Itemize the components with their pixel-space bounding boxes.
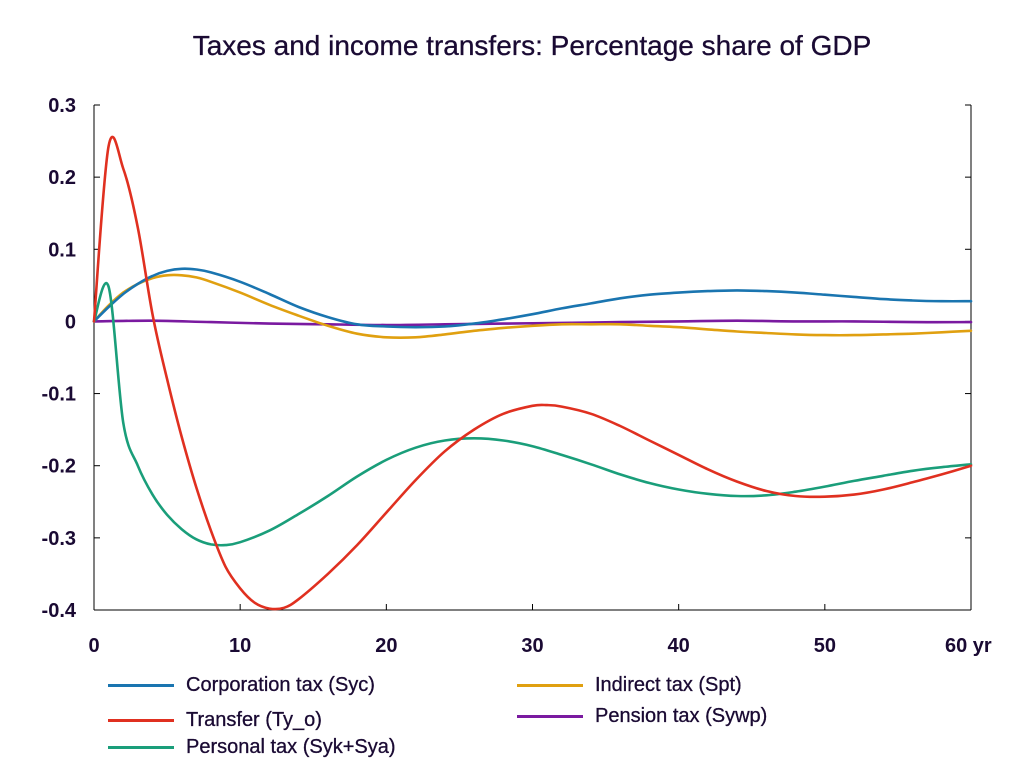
- legend-label: Corporation tax (Syc): [186, 673, 375, 696]
- series-line-corporation-tax-syc: [92, 267, 973, 329]
- y-tick-label: -0.2: [42, 456, 76, 478]
- x-tick-label: 40: [668, 635, 690, 657]
- legend-swatch: [517, 683, 583, 687]
- legend-item-personal-tax: Personal tax (Syk+Sya): [108, 735, 396, 759]
- x-tick-label: 50: [814, 635, 836, 657]
- legend-label: Pension tax (Sywp): [595, 704, 768, 727]
- y-tick-label: 0: [65, 311, 76, 333]
- legend-label: Personal tax (Syk+Sya): [186, 735, 396, 758]
- chart-title: Taxes and income transfers: Percentage s…: [192, 30, 872, 61]
- legend-label: Indirect tax (Spt): [595, 673, 742, 696]
- legend-swatch: [108, 718, 174, 722]
- legend-label: Transfer (Ty_o): [186, 708, 322, 731]
- series-line-personal-tax-syk-sya: [92, 282, 973, 547]
- legend-item-pension-tax: Pension tax (Sywp): [517, 704, 767, 728]
- y-tick-label: -0.3: [42, 528, 76, 550]
- series-line-pension-tax-sywp: [92, 319, 973, 327]
- legend-swatch: [517, 714, 583, 718]
- x-tick-label: 30: [521, 635, 543, 657]
- x-tick-label: 60 yr: [945, 635, 992, 657]
- legend-item-indirect-tax: Indirect tax (Spt): [517, 673, 742, 697]
- legend-swatch: [108, 745, 174, 749]
- series-line-indirect-tax-spt: [92, 273, 973, 340]
- y-tick-label: -0.1: [42, 384, 76, 406]
- x-tick-label: 10: [229, 635, 251, 657]
- x-tick-label: 20: [375, 635, 397, 657]
- legend-swatch: [108, 683, 174, 687]
- y-tick-label: -0.4: [42, 600, 77, 622]
- y-tick-label: 0.3: [48, 95, 76, 117]
- y-tick-label: 0.2: [48, 167, 76, 189]
- legend-item-transfer: Transfer (Ty_o): [108, 708, 322, 732]
- series-line-transfer-ty-o: [92, 135, 973, 611]
- legend-item-corporation-tax: Corporation tax (Syc): [108, 673, 375, 697]
- x-tick-label: 0: [88, 635, 99, 657]
- y-tick-label: 0.1: [48, 239, 76, 261]
